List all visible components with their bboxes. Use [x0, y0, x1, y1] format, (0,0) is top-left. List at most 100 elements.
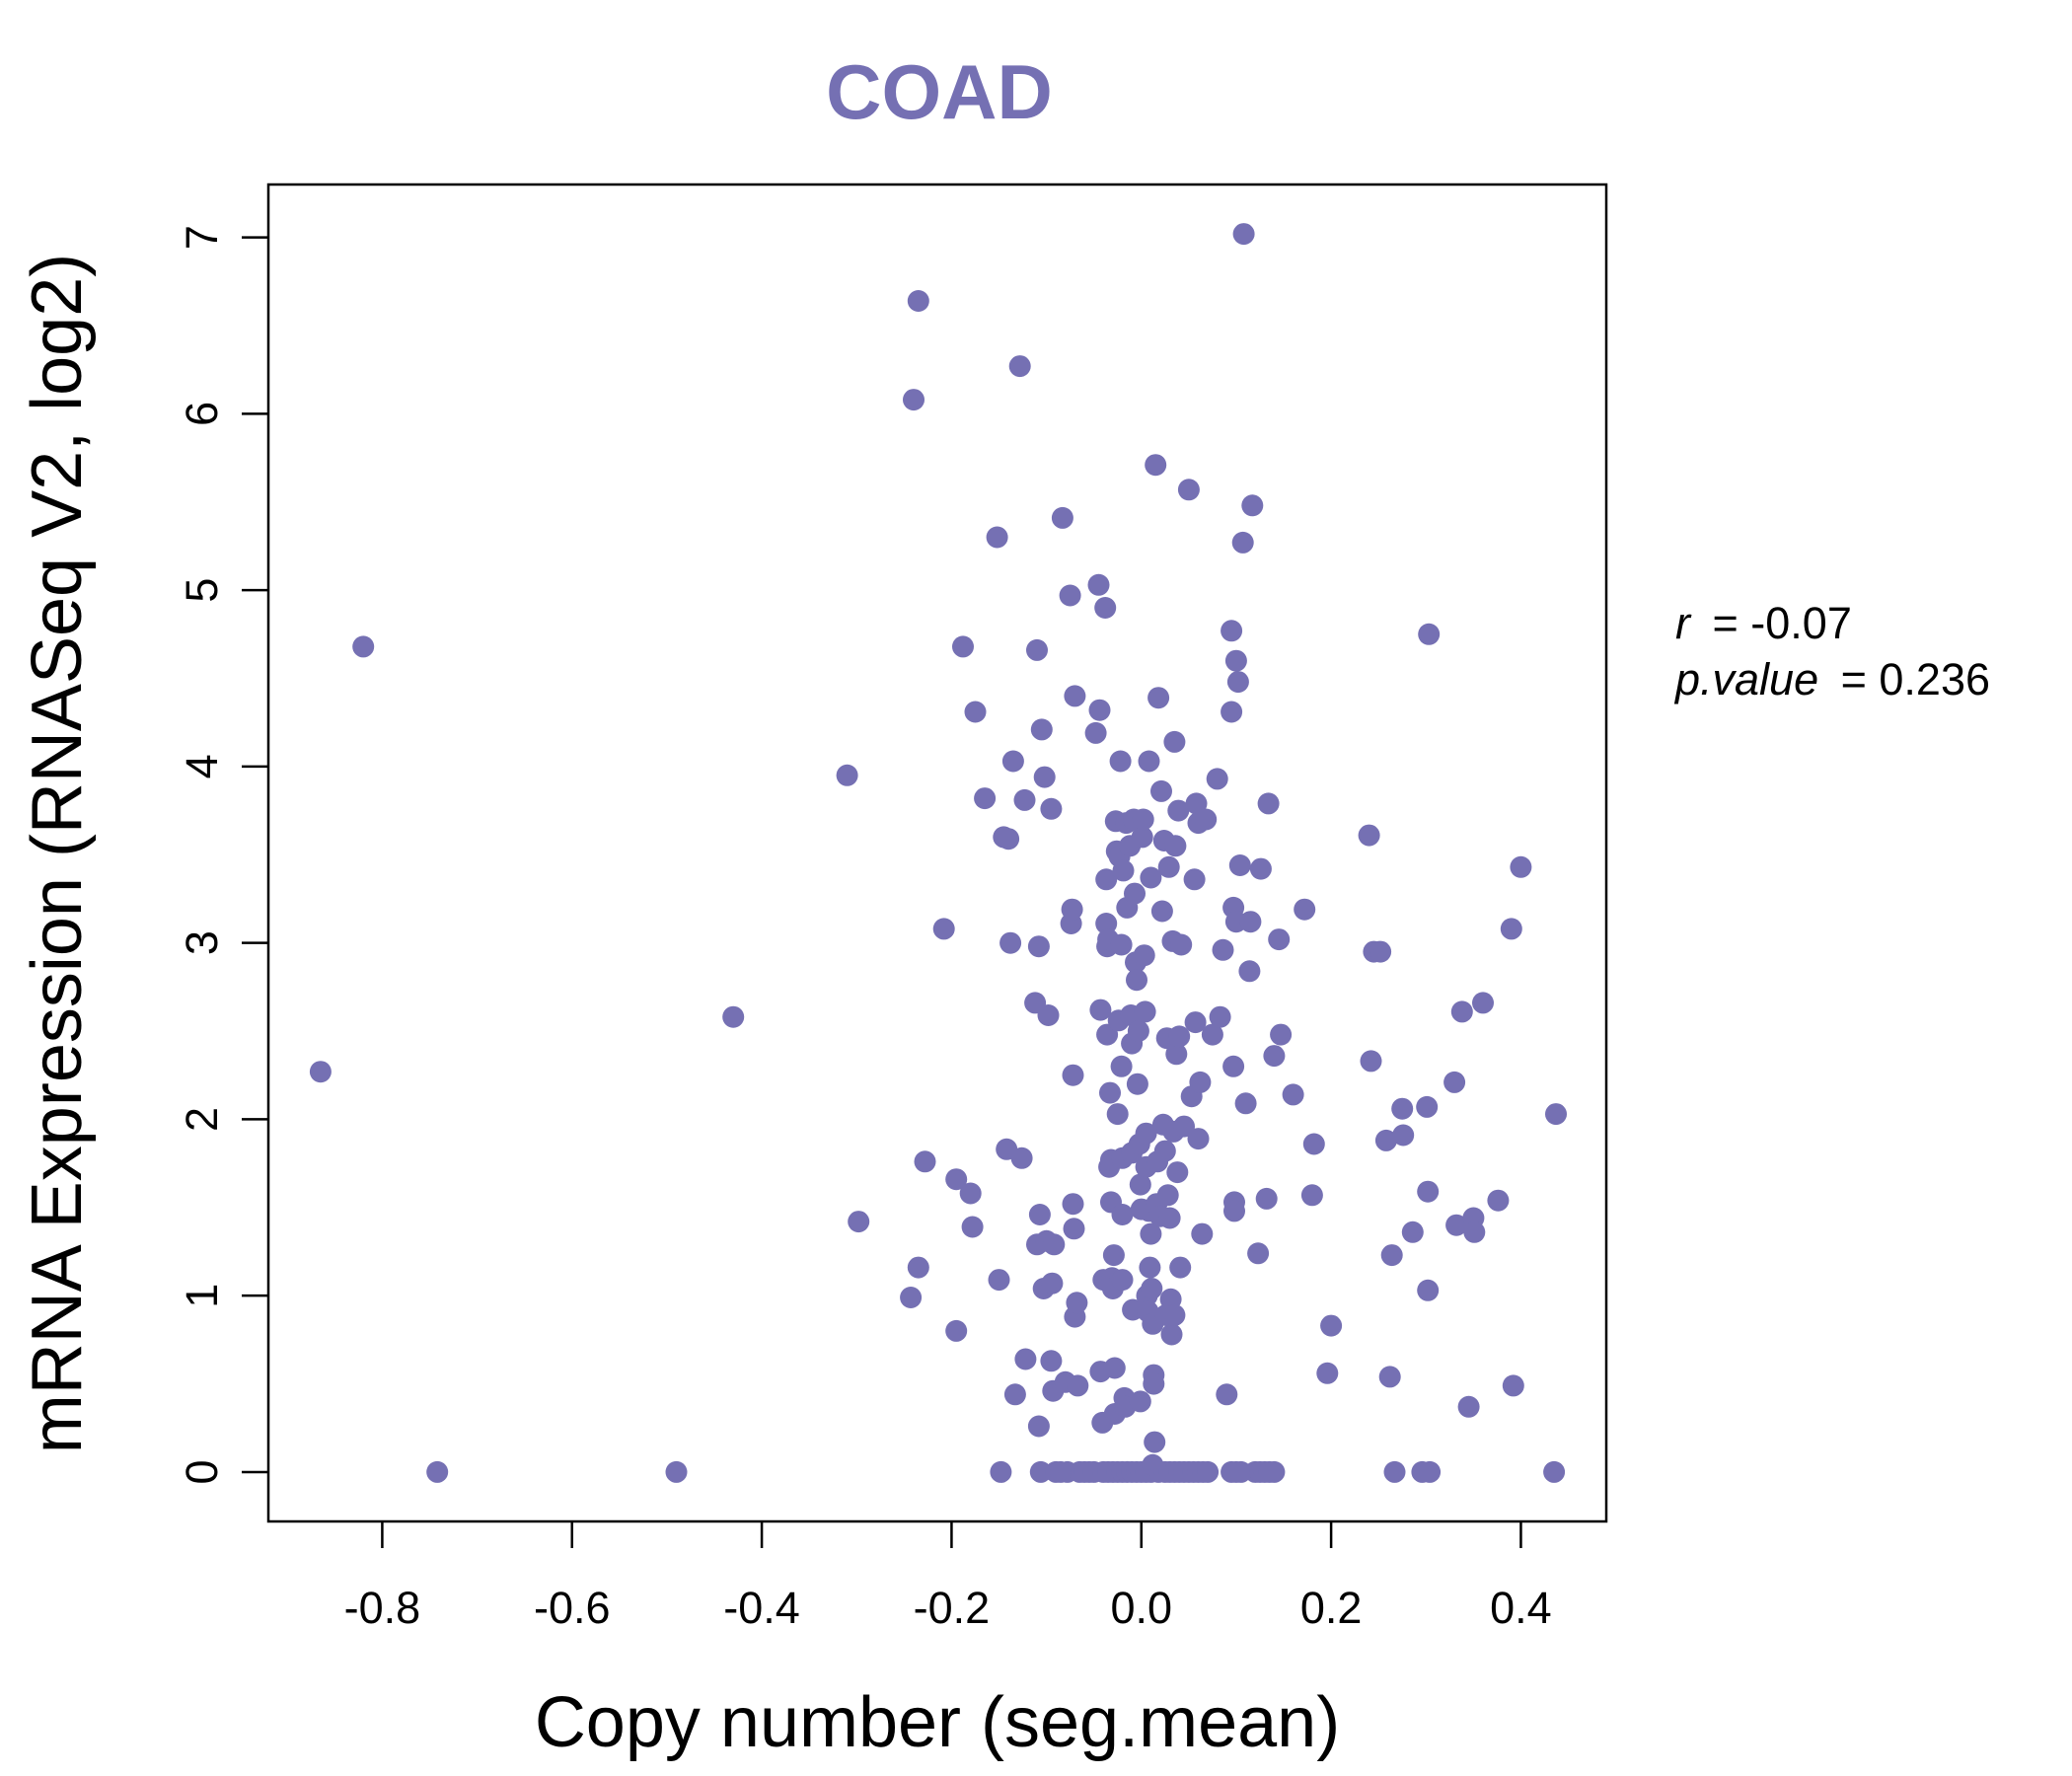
- data-point: [952, 635, 974, 658]
- data-point: [1168, 1025, 1191, 1048]
- data-point: [1221, 701, 1243, 723]
- data-point: [1150, 900, 1173, 923]
- data-point: [1150, 779, 1172, 802]
- data-point: [1043, 1233, 1066, 1256]
- data-point: [1294, 898, 1316, 921]
- data-point: [1443, 1071, 1466, 1093]
- y-tick-label: 5: [177, 578, 227, 603]
- data-point: [1033, 766, 1056, 788]
- data-point: [1147, 687, 1170, 709]
- data-point: [1140, 866, 1162, 889]
- data-point: [988, 1269, 1010, 1292]
- data-point: [1300, 1184, 1323, 1207]
- data-point: [1239, 911, 1262, 933]
- data-point: [1189, 1071, 1212, 1093]
- data-point: [1232, 223, 1255, 246]
- data-point: [1026, 638, 1048, 661]
- data-point: [1543, 1460, 1566, 1483]
- data-point: [1221, 620, 1243, 642]
- data-point: [1419, 1460, 1442, 1483]
- data-point: [974, 787, 997, 810]
- data-point: [1133, 944, 1155, 967]
- svg-text:p.value = 0.236: p.value = 0.236: [1673, 654, 1990, 704]
- data-point: [961, 1216, 984, 1238]
- chart-title: COAD: [826, 48, 1053, 135]
- x-tick-label: -0.6: [534, 1583, 611, 1633]
- data-point: [1238, 960, 1261, 983]
- data-point: [1063, 1218, 1085, 1240]
- data-point: [1360, 1050, 1382, 1073]
- data-point: [1169, 1256, 1192, 1279]
- data-point: [1102, 1244, 1125, 1267]
- data-point: [1141, 1278, 1163, 1299]
- data-point: [1416, 1095, 1439, 1118]
- data-point: [1001, 750, 1024, 773]
- data-point: [900, 1287, 923, 1308]
- data-point: [1226, 671, 1249, 694]
- data-point: [1030, 718, 1053, 741]
- data-point: [1027, 935, 1050, 958]
- data-point: [1268, 928, 1291, 951]
- data-point: [1249, 857, 1272, 880]
- data-point: [1129, 1173, 1151, 1196]
- data-point: [1197, 1460, 1220, 1483]
- data-point: [1187, 1128, 1210, 1150]
- p-value-label: p.value: [1673, 654, 1818, 704]
- data-point: [1417, 1180, 1440, 1203]
- data-point: [1014, 1348, 1037, 1370]
- data-point: [1445, 1214, 1468, 1236]
- data-point: [1099, 1081, 1121, 1104]
- stats-annotation: r = -0.07 p.value = 0.236: [1673, 598, 1990, 704]
- x-tick-label: 0.0: [1110, 1583, 1172, 1633]
- data-point: [1263, 1045, 1286, 1068]
- data-point: [999, 931, 1022, 954]
- data-point: [1255, 1187, 1278, 1210]
- data-point: [1131, 826, 1153, 849]
- data-point: [945, 1168, 968, 1191]
- data-point: [1129, 1390, 1151, 1413]
- data-point: [1545, 1103, 1567, 1126]
- data-point: [1212, 938, 1234, 961]
- data-point: [1163, 1303, 1186, 1326]
- data-point: [1135, 1122, 1157, 1145]
- data-point: [1184, 1011, 1207, 1034]
- y-tick-label: 1: [177, 1284, 227, 1308]
- data-point: [1134, 1000, 1156, 1023]
- data-point: [1132, 808, 1154, 831]
- data-point: [1064, 685, 1086, 707]
- data-points: [309, 223, 1567, 1483]
- data-point: [1037, 1004, 1060, 1026]
- data-point: [1003, 1383, 1026, 1406]
- svg-text:r = -0.07: r = -0.07: [1675, 598, 1852, 648]
- data-point: [1216, 1383, 1238, 1406]
- y-tick-label: 6: [177, 402, 227, 426]
- data-point: [1111, 1204, 1134, 1225]
- data-point: [990, 1460, 1012, 1483]
- y-tick-label: 4: [177, 754, 227, 778]
- data-point: [1228, 854, 1251, 876]
- data-point: [1417, 1279, 1440, 1301]
- data-point: [1145, 454, 1167, 477]
- data-point: [1103, 1357, 1126, 1379]
- data-point: [1263, 1460, 1286, 1483]
- data-point: [1010, 1147, 1033, 1169]
- data-point: [1282, 1083, 1304, 1106]
- x-tick-label: -0.8: [344, 1583, 421, 1633]
- data-point: [1156, 1184, 1179, 1207]
- data-point: [1140, 1222, 1162, 1245]
- data-point: [1209, 1005, 1231, 1028]
- data-point: [1257, 792, 1280, 815]
- data-point: [986, 526, 1008, 549]
- data-point: [1195, 808, 1218, 831]
- data-point: [1457, 1395, 1480, 1418]
- data-point: [1450, 1000, 1473, 1023]
- data-point: [1472, 992, 1494, 1014]
- data-point: [1095, 913, 1118, 934]
- data-point: [1089, 999, 1112, 1021]
- data-point: [1143, 1372, 1165, 1395]
- data-point: [1173, 1115, 1195, 1138]
- data-point: [1066, 1292, 1088, 1314]
- data-point: [1067, 1374, 1089, 1397]
- data-point: [1224, 649, 1247, 672]
- data-point: [1112, 859, 1135, 882]
